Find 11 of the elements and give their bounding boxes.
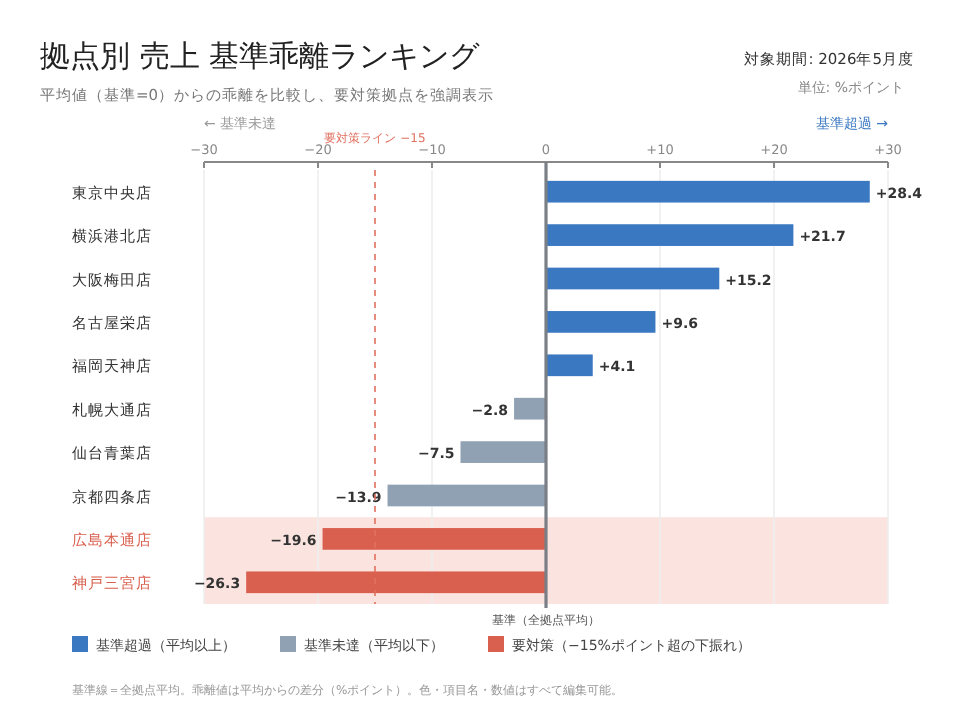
bar — [246, 571, 546, 594]
bar — [546, 311, 656, 333]
bar — [546, 354, 593, 377]
bar — [546, 180, 870, 203]
bar — [460, 441, 546, 463]
bar — [387, 484, 546, 507]
bar — [514, 397, 546, 420]
bar — [546, 267, 720, 290]
bar — [546, 224, 794, 246]
bar — [322, 528, 546, 550]
chart-title: 拠点別 売上 基準乖離ランキング — [40, 38, 482, 74]
